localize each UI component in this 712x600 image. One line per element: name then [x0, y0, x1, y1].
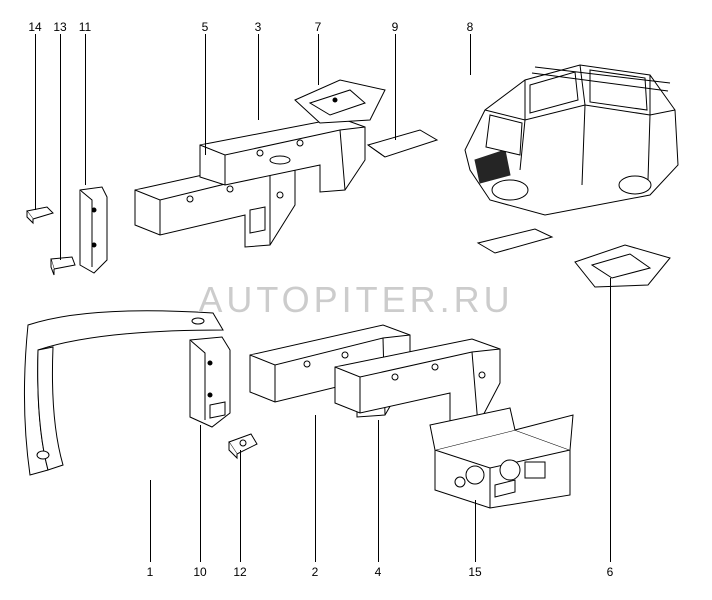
callout-label-14: 14	[25, 20, 45, 34]
callout-line-7	[318, 34, 319, 85]
callout-line-8	[470, 34, 471, 75]
callout-line-3	[258, 34, 259, 120]
part-shield-right-b	[570, 240, 675, 290]
callout-label-13: 13	[50, 20, 70, 34]
callout-line-15	[475, 500, 476, 562]
callout-label-15: 15	[465, 565, 485, 579]
callout-line-10	[200, 425, 201, 562]
part-support-10	[180, 335, 235, 430]
callout-line-5	[205, 34, 206, 155]
callout-line-6	[610, 278, 611, 562]
part-shield-right-a	[475, 225, 555, 255]
callout-label-4: 4	[368, 565, 388, 579]
callout-label-8: 8	[460, 20, 480, 34]
part-support-11	[72, 185, 112, 275]
callout-label-5: 5	[195, 20, 215, 34]
callout-line-2	[315, 415, 316, 562]
callout-label-6: 6	[600, 565, 620, 579]
part-bracket-14	[25, 205, 55, 225]
callout-label-11: 11	[75, 20, 95, 34]
callout-label-7: 7	[308, 20, 328, 34]
watermark-text: AUTOPITER.RU	[198, 279, 513, 321]
callout-line-12	[240, 450, 241, 562]
parts-diagram: AUTOPITER.RU	[0, 0, 712, 600]
callout-line-14	[35, 34, 36, 210]
part-rail-3	[195, 115, 370, 195]
callout-line-11	[85, 34, 86, 185]
part-bracket-12	[225, 430, 260, 460]
callout-label-10: 10	[190, 565, 210, 579]
part-vehicle-8	[450, 55, 685, 220]
callout-label-3: 3	[248, 20, 268, 34]
callout-line-1	[150, 480, 151, 562]
callout-label-12: 12	[230, 565, 250, 579]
callout-label-9: 9	[385, 20, 405, 34]
part-kit-box-15	[425, 400, 575, 510]
callout-line-4	[378, 420, 379, 562]
callout-label-2: 2	[305, 565, 325, 579]
callout-label-1: 1	[140, 565, 160, 579]
part-shield-7	[290, 75, 390, 125]
callout-line-13	[60, 34, 61, 260]
part-panel-9	[365, 125, 440, 160]
callout-line-9	[395, 34, 396, 140]
